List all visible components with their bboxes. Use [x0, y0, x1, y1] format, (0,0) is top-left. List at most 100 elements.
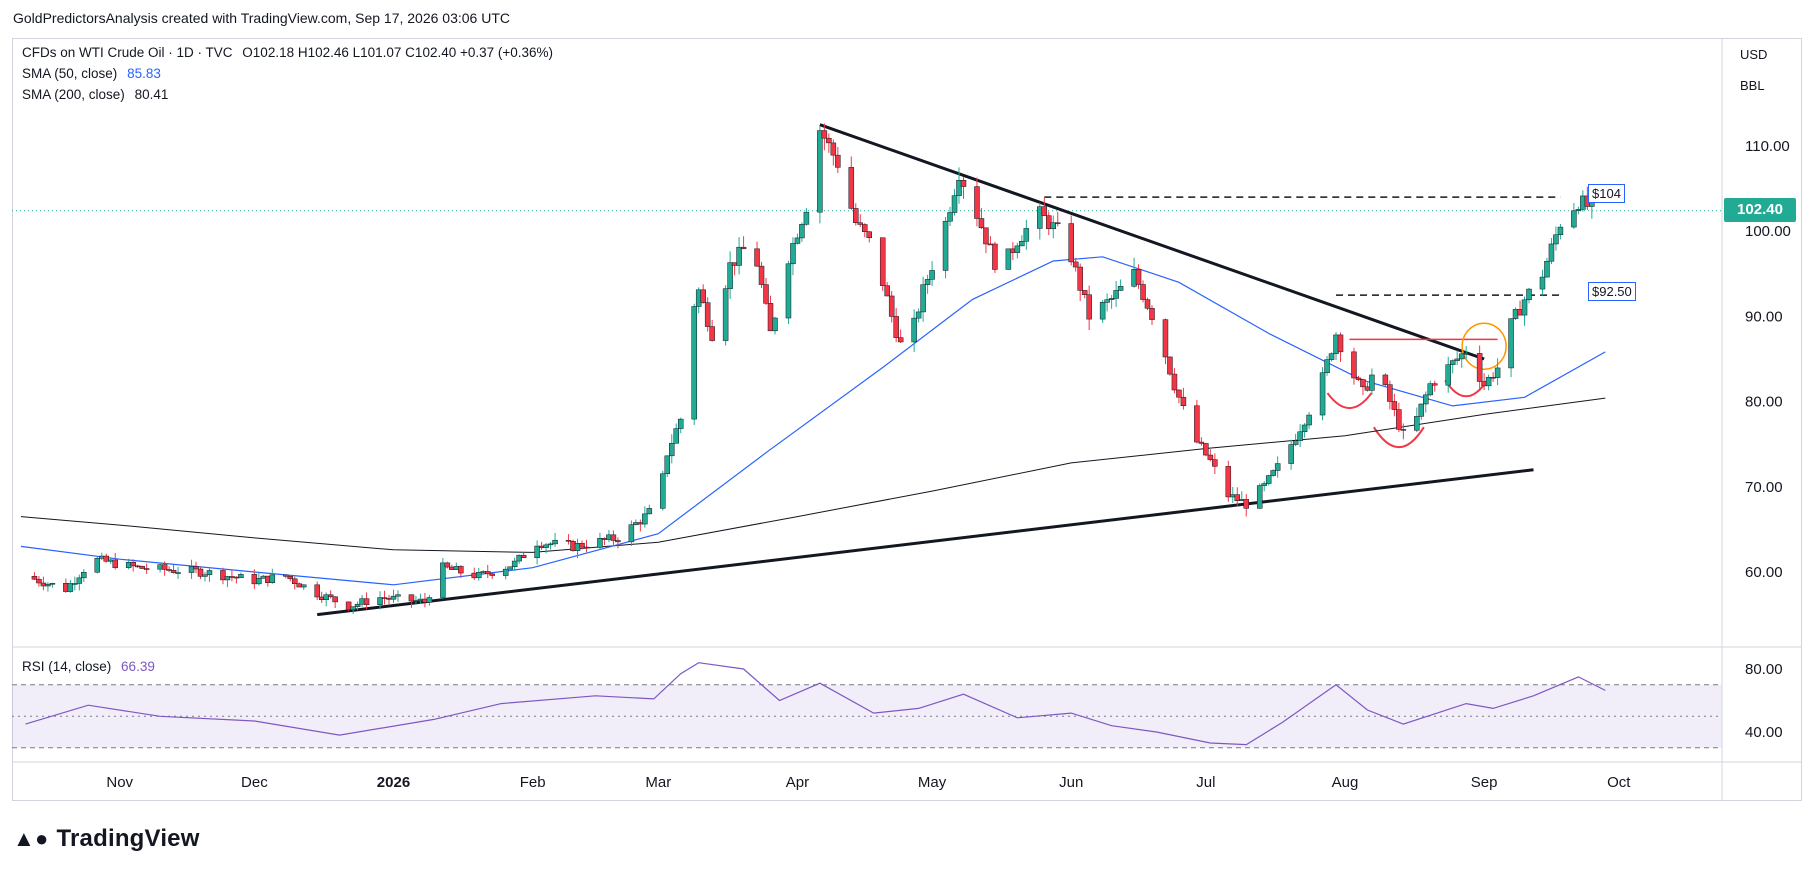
candle-body	[354, 603, 361, 607]
time-tick-label: Feb	[520, 774, 546, 791]
current-price-badge: 102.40	[1724, 198, 1796, 222]
symbol-name: CFDs on WTI Crude Oil · 1D · TVC	[22, 45, 233, 60]
candle-body	[1113, 290, 1119, 299]
candle-body	[1108, 298, 1115, 300]
time-tick-label: Oct	[1607, 774, 1631, 791]
candle-body	[992, 243, 998, 270]
candle-body	[1149, 308, 1155, 320]
candle-body	[1454, 358, 1460, 361]
candle-body	[81, 571, 87, 579]
unit-label[interactable]: BBL	[1740, 78, 1765, 93]
candle-body	[327, 594, 334, 598]
candle-body	[1099, 302, 1106, 320]
candle-body	[1432, 383, 1438, 386]
candle-body	[929, 270, 935, 280]
candle-body	[974, 186, 980, 219]
currency-label[interactable]: USD	[1740, 47, 1768, 62]
candle-body	[1396, 409, 1402, 430]
candle-body	[1337, 334, 1344, 353]
price-tick-label: 70.00	[1745, 479, 1783, 496]
candle-body	[511, 560, 518, 568]
candle-body	[1548, 243, 1555, 262]
candle-body	[1292, 440, 1299, 445]
candle-body	[1391, 401, 1398, 410]
candle-body	[677, 418, 684, 429]
sma50-value: 85.83	[127, 66, 161, 81]
candle-body	[772, 317, 778, 332]
candle-body	[484, 571, 491, 575]
candle-body	[565, 540, 572, 542]
candle-body	[1261, 483, 1267, 486]
candle-body	[1494, 367, 1501, 378]
candle-body	[1046, 215, 1052, 230]
candle-body	[583, 546, 590, 549]
sma50-label: SMA (50, close)	[22, 66, 118, 81]
candle-body	[323, 594, 329, 600]
candle-body	[803, 211, 810, 225]
candle-body	[978, 218, 985, 229]
candle-body	[350, 606, 356, 611]
candle-body	[206, 570, 213, 576]
candle-body	[1005, 248, 1012, 270]
candle-body	[193, 566, 199, 570]
candle-body	[314, 584, 320, 598]
candle-body	[1037, 206, 1043, 229]
candle-body	[269, 574, 276, 583]
time-tick-label: Nov	[106, 774, 133, 791]
candle-body	[763, 284, 769, 304]
candle-body	[853, 208, 859, 223]
candle-body	[646, 508, 653, 515]
candle-body	[817, 130, 823, 213]
candle-body	[489, 573, 495, 576]
candle-body	[175, 572, 181, 574]
candle-body	[332, 596, 338, 603]
candle-body	[1539, 276, 1546, 290]
candle-body	[1324, 359, 1330, 373]
candle-body	[1194, 405, 1200, 443]
candle-body	[727, 262, 733, 289]
rsi-tick-label: 40.00	[1745, 724, 1783, 741]
candle-body	[799, 224, 805, 239]
candle-body	[615, 540, 621, 543]
candle-body	[785, 263, 792, 319]
candle-body	[130, 561, 136, 567]
candle-body	[660, 473, 666, 509]
candle-body	[754, 248, 760, 267]
tradingview-logo[interactable]: ▲● TradingView	[13, 825, 200, 853]
candle-body	[1319, 372, 1326, 416]
candle-body	[552, 540, 558, 545]
candle-body	[911, 317, 917, 343]
candle-body	[673, 428, 680, 444]
candle-body	[700, 289, 706, 303]
candle-body	[1382, 374, 1389, 385]
candle-body	[960, 179, 967, 187]
candle-body	[1019, 240, 1025, 247]
candle-body	[1400, 429, 1407, 431]
candle-body	[476, 572, 482, 579]
candle-body	[1575, 209, 1582, 212]
candle-body	[664, 455, 671, 475]
candle-body	[49, 583, 56, 585]
candle-body	[579, 543, 585, 548]
candle-body	[547, 543, 554, 546]
candle-body	[848, 167, 855, 209]
candle-body	[238, 574, 244, 578]
candle-body	[1234, 494, 1241, 501]
candle-body	[1306, 414, 1312, 426]
candle-body	[1351, 351, 1357, 379]
candle-body	[1476, 353, 1483, 382]
symbol-legend: CFDs on WTI Crude Oil · 1D · TVC O102.18…	[22, 45, 553, 60]
candle-body	[1171, 373, 1178, 391]
candle-body	[1140, 284, 1146, 300]
candle-body	[1144, 299, 1151, 309]
candle-body	[947, 212, 953, 222]
time-tick-label: Mar	[645, 774, 671, 791]
candle-body	[1463, 353, 1469, 355]
candle-body	[736, 246, 742, 266]
time-tick-label: Apr	[786, 774, 809, 791]
candle-body	[1077, 266, 1083, 291]
candle-body	[628, 524, 635, 543]
candle-body	[1449, 360, 1456, 365]
candle-body	[1117, 286, 1124, 291]
